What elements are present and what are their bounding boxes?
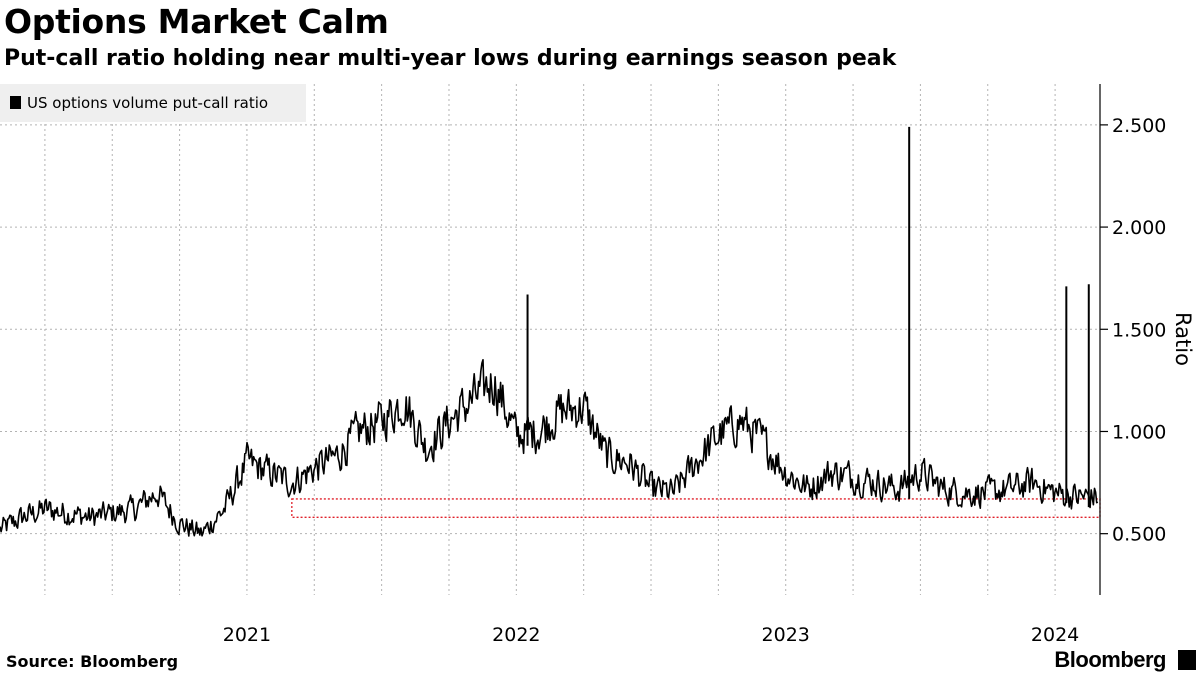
bloomberg-terminal-icon bbox=[1178, 650, 1196, 670]
y-axis-label: Ratio bbox=[1171, 312, 1195, 366]
chart-title: Options Market Calm bbox=[4, 2, 389, 41]
x-tick-label: 2023 bbox=[762, 624, 810, 646]
y-tick-label: 1.500 bbox=[1112, 319, 1166, 341]
x-tick-label: 2021 bbox=[223, 624, 271, 646]
x-axis-ticks: 2021 2022 2023 2024 bbox=[223, 624, 1080, 646]
y-tick-label: 0.500 bbox=[1112, 524, 1166, 546]
series-spikes bbox=[526, 126, 1090, 508]
legend-box bbox=[0, 84, 306, 122]
x-tick-label: 2022 bbox=[492, 624, 540, 646]
legend-swatch bbox=[10, 96, 21, 109]
series-line-put-call-ratio bbox=[0, 359, 1099, 537]
legend-label: US options volume put-call ratio bbox=[27, 94, 268, 112]
brand-logo: Bloomberg bbox=[1054, 647, 1166, 672]
y-axis-ticks: 0.500 1.000 1.500 2.000 2.500 bbox=[1100, 115, 1166, 546]
chart-subtitle: Put-call ratio holding near multi-year l… bbox=[4, 46, 897, 71]
y-tick-label: 1.000 bbox=[1112, 421, 1166, 443]
x-tick-label: 2024 bbox=[1031, 624, 1079, 646]
grid-lines bbox=[0, 84, 1100, 595]
source-note: Source: Bloomberg bbox=[6, 652, 179, 671]
y-tick-label: 2.000 bbox=[1112, 217, 1166, 239]
y-tick-label: 2.500 bbox=[1112, 115, 1166, 137]
